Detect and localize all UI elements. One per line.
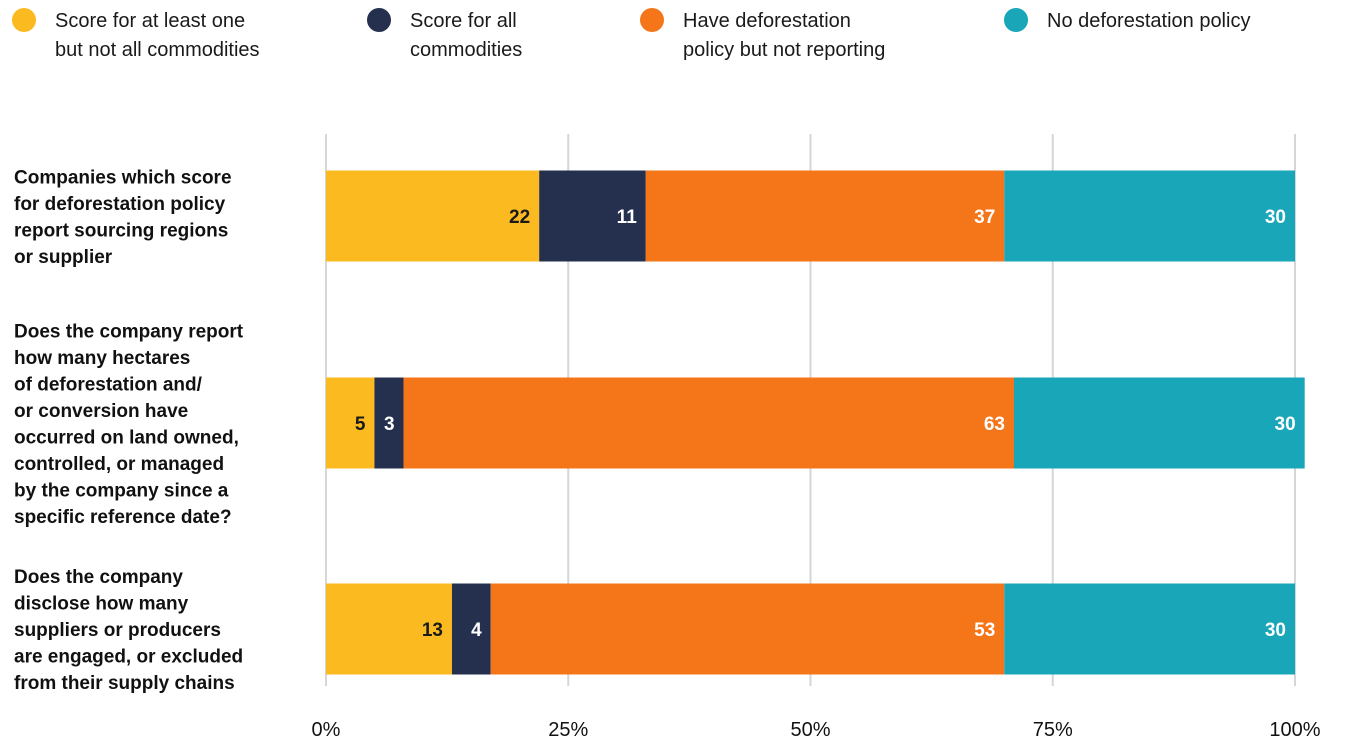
bars: 22 11 37 30 5 3 63 30 13 4 53 30 <box>326 170 1305 675</box>
category-labels: Companies which score for deforestation p… <box>14 167 244 694</box>
legend-label-2-0: Have deforestation <box>683 10 851 32</box>
category-label-0-1: for deforestation policy <box>14 194 226 215</box>
bar-value-label-1-1: 3 <box>384 414 395 435</box>
legend-swatch-2 <box>640 8 664 32</box>
bar-value-label-0-3: 30 <box>1265 207 1286 228</box>
bar-value-label-1-3: 30 <box>1275 414 1296 435</box>
bar-value-label-1-0: 5 <box>355 414 366 435</box>
bar-segment-1-0 <box>326 377 375 469</box>
category-label-1-4: occurred on land owned, <box>14 427 239 448</box>
bar-segment-0-0 <box>326 170 540 262</box>
category-label-0-0: Companies which score <box>14 167 232 188</box>
category-label-2-1: disclose how many <box>14 594 189 615</box>
category-label-2-4: from their supply chains <box>14 673 235 694</box>
category-label-1-7: specific reference date? <box>14 507 232 528</box>
x-tick-label-1: 25% <box>548 719 588 741</box>
x-tick-label-0: 0% <box>312 719 341 741</box>
category-label-1-1: how many hectares <box>14 348 190 369</box>
category-label-2-0: Does the company <box>14 567 183 588</box>
bar-segment-1-3 <box>1013 377 1305 469</box>
bar-segment-0-2 <box>645 170 1005 262</box>
bar-value-label-2-0: 13 <box>422 620 443 641</box>
x-tick-label-2: 50% <box>790 719 830 741</box>
bar-value-label-2-3: 30 <box>1265 620 1286 641</box>
bar-segment-2-1 <box>451 583 491 675</box>
bar-value-label-0-2: 37 <box>974 207 995 228</box>
bar-value-label-2-2: 53 <box>974 620 995 641</box>
category-label-2-3: are engaged, or excluded <box>14 647 243 668</box>
bar-segment-1-2 <box>403 377 1014 469</box>
legend-label-3-0: No deforestation policy <box>1047 10 1250 32</box>
category-label-0-3: or supplier <box>14 247 113 268</box>
legend-label-2-1: policy but not reporting <box>683 39 885 61</box>
bar-segment-1-1 <box>374 377 404 469</box>
legend-swatch-3 <box>1004 8 1028 32</box>
x-tick-label-4: 100% <box>1269 719 1320 741</box>
category-label-1-6: by the company since a <box>14 480 229 501</box>
bar-segment-0-3 <box>1004 170 1295 262</box>
bar-value-label-0-1: 11 <box>617 207 638 228</box>
legend-swatch-0 <box>12 8 36 32</box>
bar-value-label-0-0: 22 <box>509 207 530 228</box>
legend: Score for at least one but not all commod… <box>12 8 1250 61</box>
category-label-2-2: suppliers or producers <box>14 620 221 641</box>
category-label-0-2: report sourcing regions <box>14 220 228 241</box>
legend-swatch-1 <box>367 8 391 32</box>
legend-label-0-0: Score for at least one <box>55 10 245 32</box>
x-tick-label-3: 75% <box>1033 719 1073 741</box>
bar-value-label-2-1: 4 <box>471 620 482 641</box>
bar-segment-2-2 <box>490 583 1005 675</box>
bar-value-label-1-2: 63 <box>984 414 1005 435</box>
x-axis-ticks: 0% 25% 50% 75% 100% <box>312 719 1321 741</box>
legend-label-1-0: Score for all <box>410 10 517 32</box>
category-label-1-5: controlled, or managed <box>14 454 224 475</box>
legend-label-1-1: commodities <box>410 39 522 61</box>
category-label-1-3: or conversion have <box>14 401 188 422</box>
category-label-1-2: of deforestation and/ <box>14 374 203 395</box>
bar-segment-0-1 <box>539 170 646 262</box>
bar-segment-2-0 <box>326 583 452 675</box>
bar-segment-2-3 <box>1004 583 1295 675</box>
category-label-1-0: Does the company report <box>14 321 244 342</box>
legend-label-0-1: but not all commodities <box>55 39 260 61</box>
